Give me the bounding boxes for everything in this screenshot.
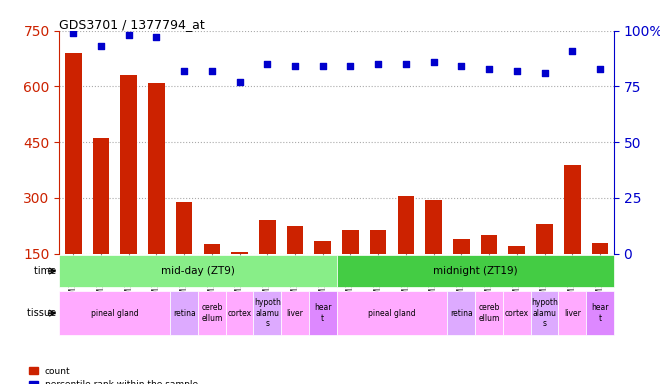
Point bbox=[290, 63, 300, 70]
FancyBboxPatch shape bbox=[586, 291, 614, 336]
Bar bbox=[508, 246, 525, 310]
Bar bbox=[591, 243, 609, 310]
Point bbox=[456, 63, 467, 70]
FancyBboxPatch shape bbox=[531, 291, 558, 336]
Text: liver: liver bbox=[286, 309, 304, 318]
Text: time: time bbox=[34, 266, 59, 276]
Point bbox=[96, 43, 106, 50]
Bar bbox=[453, 239, 470, 310]
Text: hypoth
alamu
s: hypoth alamu s bbox=[531, 298, 558, 328]
Bar bbox=[148, 83, 165, 310]
Bar bbox=[536, 224, 553, 310]
Text: retina: retina bbox=[173, 309, 195, 318]
Point bbox=[317, 63, 328, 70]
Bar bbox=[259, 220, 276, 310]
FancyBboxPatch shape bbox=[503, 291, 531, 336]
Bar bbox=[286, 226, 304, 310]
Point bbox=[68, 30, 79, 36]
Text: cortex: cortex bbox=[505, 309, 529, 318]
FancyBboxPatch shape bbox=[198, 291, 226, 336]
Bar bbox=[231, 252, 248, 310]
FancyBboxPatch shape bbox=[59, 255, 337, 286]
Text: cereb
ellum: cereb ellum bbox=[478, 303, 500, 323]
FancyBboxPatch shape bbox=[475, 291, 503, 336]
Bar bbox=[65, 53, 82, 310]
Text: pineal gland: pineal gland bbox=[91, 309, 139, 318]
Text: pineal gland: pineal gland bbox=[368, 309, 416, 318]
Text: hear
t: hear t bbox=[591, 303, 609, 323]
Text: hypoth
alamu
s: hypoth alamu s bbox=[254, 298, 280, 328]
Bar bbox=[176, 202, 193, 310]
FancyBboxPatch shape bbox=[337, 291, 447, 336]
Bar bbox=[203, 244, 220, 310]
Text: retina: retina bbox=[450, 309, 473, 318]
Point bbox=[179, 68, 189, 74]
Text: cereb
ellum: cereb ellum bbox=[201, 303, 222, 323]
Point bbox=[567, 48, 578, 54]
Text: tissue: tissue bbox=[27, 308, 59, 318]
FancyBboxPatch shape bbox=[281, 291, 309, 336]
Point bbox=[484, 66, 494, 72]
Point bbox=[345, 63, 356, 70]
Text: mid-day (ZT9): mid-day (ZT9) bbox=[161, 266, 235, 276]
Point bbox=[595, 66, 605, 72]
Point bbox=[373, 61, 383, 67]
FancyBboxPatch shape bbox=[309, 291, 337, 336]
Point bbox=[428, 59, 439, 65]
FancyBboxPatch shape bbox=[558, 291, 586, 336]
Text: liver: liver bbox=[564, 309, 581, 318]
Bar bbox=[397, 196, 414, 310]
FancyBboxPatch shape bbox=[447, 291, 475, 336]
Text: midnight (ZT19): midnight (ZT19) bbox=[433, 266, 517, 276]
Bar bbox=[370, 230, 387, 310]
FancyBboxPatch shape bbox=[226, 291, 253, 336]
Point bbox=[151, 34, 162, 40]
Point bbox=[539, 70, 550, 76]
Text: GDS3701 / 1377794_at: GDS3701 / 1377794_at bbox=[59, 18, 205, 31]
Point bbox=[512, 68, 522, 74]
Text: cortex: cortex bbox=[228, 309, 251, 318]
FancyBboxPatch shape bbox=[170, 291, 198, 336]
Bar bbox=[425, 200, 442, 310]
Text: hear
t: hear t bbox=[314, 303, 331, 323]
Bar bbox=[564, 164, 581, 310]
Bar bbox=[342, 230, 359, 310]
Bar bbox=[480, 235, 498, 310]
Point bbox=[401, 61, 411, 67]
FancyBboxPatch shape bbox=[253, 291, 281, 336]
Legend: count, percentile rank within the sample: count, percentile rank within the sample bbox=[25, 363, 202, 384]
Bar bbox=[92, 139, 110, 310]
Point bbox=[234, 79, 245, 85]
Bar bbox=[120, 75, 137, 310]
Point bbox=[262, 61, 273, 67]
FancyBboxPatch shape bbox=[59, 291, 170, 336]
FancyBboxPatch shape bbox=[337, 255, 614, 286]
Point bbox=[123, 32, 134, 38]
Bar bbox=[314, 241, 331, 310]
Point bbox=[207, 68, 217, 74]
